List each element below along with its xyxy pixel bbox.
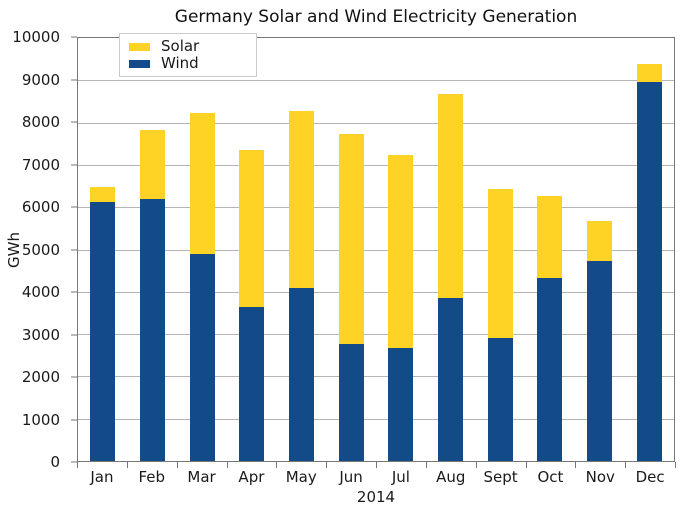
gridline	[78, 249, 674, 251]
y-tick-mark	[71, 419, 77, 420]
x-tick-mark	[126, 462, 128, 468]
bar-wind-jun	[338, 344, 364, 461]
bar-solar-dec	[636, 63, 662, 83]
gridline	[78, 80, 674, 82]
y-tick-mark	[71, 249, 77, 250]
x-tick-label-oct: Oct	[537, 468, 564, 486]
bar-solar-sept	[487, 189, 513, 339]
x-tick-mark	[226, 462, 228, 468]
x-tick-label-dec: Dec	[635, 468, 665, 486]
gridline	[78, 122, 674, 124]
gridline	[78, 164, 674, 166]
y-tick-mark	[71, 461, 77, 463]
bar-wind-apr	[239, 306, 265, 461]
x-tick-mark	[276, 462, 278, 468]
gridline	[78, 291, 674, 293]
y-tick-label: 3000	[21, 325, 60, 344]
solar-swatch-icon	[129, 42, 150, 51]
x-tick-mark	[176, 462, 178, 468]
x-tick-label-apr: Apr	[238, 468, 265, 486]
bar-wind-feb	[140, 198, 165, 461]
x-tick-label-jul: Jul	[391, 468, 410, 486]
y-tick-label: 1000	[21, 410, 60, 429]
x-tick-mark	[525, 462, 527, 468]
x-tick-mark	[425, 462, 427, 468]
y-axis-tick-labels: 0 1000 2000 3000 4000 5000 6000 7000 8000 9000 100…	[0, 28, 70, 471]
y-axis-tick-marks	[71, 36, 77, 463]
x-tick-label-sept: Sept	[483, 468, 518, 486]
y-tick-label: 5000	[21, 240, 60, 259]
bar-solar-nov	[587, 221, 612, 262]
chart-title: Germany Solar and Wind Electricity Gener…	[174, 7, 578, 27]
bar-solar-mar	[189, 112, 215, 254]
y-tick-label: 2000	[21, 368, 60, 386]
x-axis-tick-marks	[77, 462, 676, 468]
y-tick-mark	[71, 121, 77, 123]
x-tick-mark	[376, 462, 377, 468]
bar-wind-may	[289, 287, 314, 461]
bar-wind-dec	[636, 82, 662, 461]
legend-item-wind: Wind	[129, 55, 256, 72]
x-tick-mark	[675, 462, 676, 468]
x-tick-mark	[77, 462, 78, 468]
bar-wind-jul	[388, 348, 414, 461]
legend: Solar Wind	[119, 33, 257, 77]
bar-wind-mar	[189, 253, 215, 461]
x-tick-label-jan: Jan	[90, 468, 114, 486]
legend-label: Solar	[161, 37, 200, 55]
y-tick-label: 8000	[21, 113, 60, 131]
x-tick-label-nov: Nov	[585, 468, 615, 486]
y-tick-mark	[71, 291, 77, 293]
y-tick-mark	[71, 36, 77, 38]
x-tick-label-may: May	[285, 468, 317, 486]
bar-solar-apr	[239, 150, 265, 307]
bar-solar-aug	[438, 93, 463, 298]
y-tick-label: 0	[50, 453, 60, 471]
legend-item-solar: Solar	[129, 38, 256, 55]
gridline	[78, 376, 674, 378]
gridline	[78, 418, 674, 420]
bar-wind-sept	[487, 338, 513, 461]
bar-solar-oct	[537, 196, 563, 279]
legend-label: Wind	[161, 54, 199, 72]
x-axis-title: 2014	[356, 488, 396, 506]
x-axis-tick-labels: Jan Feb Mar Apr May Jun Jul Aug Sept Oct Nov Dec	[77, 468, 675, 488]
y-tick-label: 4000	[21, 283, 60, 301]
gridline	[78, 334, 674, 336]
y-tick-mark	[71, 376, 77, 378]
y-tick-mark	[71, 164, 77, 165]
bar-solar-jul	[388, 155, 414, 349]
bar-solar-may	[289, 110, 314, 288]
y-tick-label: 10000	[12, 28, 60, 46]
x-tick-mark	[326, 462, 328, 468]
wind-swatch-icon	[129, 59, 150, 68]
x-tick-label-mar: Mar	[187, 468, 216, 486]
bar-wind-aug	[438, 297, 463, 461]
y-tick-label: 6000	[21, 198, 60, 216]
y-tick-mark	[71, 206, 77, 208]
y-tick-label: 7000	[21, 155, 60, 174]
y-tick-label: 9000	[21, 70, 60, 89]
plot-area	[77, 37, 675, 462]
x-tick-mark	[575, 462, 577, 468]
x-tick-label-feb: Feb	[138, 468, 166, 486]
gridline	[78, 207, 674, 209]
bar-solar-jun	[338, 134, 364, 345]
x-tick-label-aug: Aug	[436, 468, 466, 486]
y-tick-mark	[71, 334, 77, 335]
bar-solar-feb	[140, 130, 165, 199]
bar-wind-jan	[90, 201, 116, 461]
bar-wind-oct	[537, 278, 563, 461]
x-tick-label-jun: Jun	[339, 468, 363, 486]
y-tick-mark	[71, 79, 77, 80]
x-tick-mark	[475, 462, 477, 468]
x-tick-mark	[625, 462, 627, 468]
bar-solar-jan	[90, 186, 116, 202]
bar-wind-nov	[587, 261, 612, 461]
